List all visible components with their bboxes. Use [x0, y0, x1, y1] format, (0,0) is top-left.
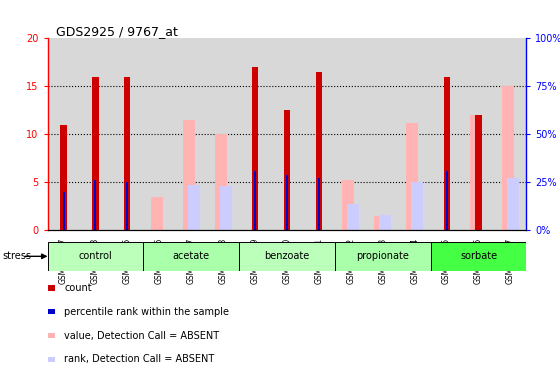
Bar	[411, 182, 423, 230]
Bar	[316, 72, 322, 230]
Text: propionate: propionate	[356, 251, 409, 262]
Text: stress: stress	[3, 251, 32, 261]
Bar	[347, 204, 360, 230]
Text: GDS2925 / 9767_at: GDS2925 / 9767_at	[56, 25, 178, 38]
Bar	[220, 186, 232, 230]
Bar	[507, 177, 519, 230]
Text: value, Detection Call = ABSENT: value, Detection Call = ABSENT	[64, 331, 220, 341]
Text: rank, Detection Call = ABSENT: rank, Detection Call = ABSENT	[64, 354, 214, 364]
Text: count: count	[64, 283, 92, 293]
Bar	[470, 115, 482, 230]
Bar	[335, 242, 431, 271]
Bar	[406, 123, 418, 230]
Bar	[379, 215, 391, 230]
Bar	[374, 216, 386, 230]
Bar	[151, 197, 163, 230]
Bar	[286, 175, 288, 230]
Text: sorbate: sorbate	[460, 251, 497, 262]
Bar	[239, 242, 335, 271]
Bar	[342, 180, 354, 230]
Bar	[183, 120, 195, 230]
Bar	[446, 171, 447, 230]
Bar	[127, 182, 128, 230]
Text: percentile rank within the sample: percentile rank within the sample	[64, 307, 230, 317]
Bar	[124, 77, 130, 230]
Bar	[252, 67, 258, 230]
Bar	[475, 115, 482, 230]
Bar	[95, 180, 96, 230]
Bar	[318, 177, 320, 230]
Bar	[92, 77, 99, 230]
Bar	[444, 77, 450, 230]
Text: control: control	[78, 251, 113, 262]
Text: acetate: acetate	[172, 251, 210, 262]
Bar	[143, 242, 239, 271]
Bar	[284, 111, 290, 230]
Bar	[431, 242, 526, 271]
Bar	[60, 125, 67, 230]
Bar	[188, 185, 200, 230]
Bar	[48, 242, 143, 271]
Bar	[254, 171, 256, 230]
Bar	[63, 192, 64, 230]
Bar	[214, 134, 227, 230]
Bar	[502, 86, 514, 230]
Text: benzoate: benzoate	[264, 251, 310, 262]
